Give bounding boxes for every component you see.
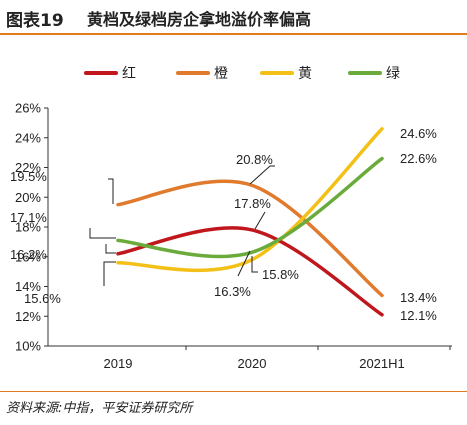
- line-chart: 红 橙 黄 绿 10% 12% 14% 16% 18% 20% 22% 24% 26% 2019 2020…: [10, 65, 452, 371]
- leader-line: [103, 261, 116, 286]
- legend-label-1: 橙: [214, 66, 228, 82]
- data-label: 15.8%: [262, 267, 299, 282]
- y-tick-label: 26%: [15, 101, 41, 116]
- series-line-3: [116, 156, 384, 259]
- axes: 10% 12% 14% 16% 18% 20% 22% 24% 26% 2019 2020 2021H…: [15, 101, 452, 371]
- data-labels: 19.5% 16.2% 17.1% 15.6% 20.8% 17.8% 16.3% 15.8%…: [10, 126, 437, 323]
- legend-label-0: 红: [122, 66, 136, 82]
- y-tick-label: 22%: [15, 160, 41, 175]
- x-tick-label: 2020: [238, 356, 267, 371]
- series-lines: [116, 127, 384, 317]
- figure-number: 图表19: [6, 11, 64, 31]
- data-label: 24.6%: [400, 126, 437, 141]
- leader-line: [89, 228, 116, 239]
- figure-header: 图表19 黄档及绿档房企拿地溢价率偏高: [0, 0, 467, 34]
- legend-label-3: 绿: [386, 66, 400, 82]
- data-label: 17.8%: [234, 196, 271, 211]
- data-label: 15.6%: [24, 291, 61, 306]
- y-tick-label: 20%: [15, 190, 41, 205]
- data-label: 19.5%: [10, 169, 47, 184]
- y-tick-label: 10%: [15, 339, 41, 354]
- bottom-divider: [0, 391, 467, 392]
- top-divider: [0, 33, 467, 35]
- leader-line: [108, 178, 114, 204]
- data-label: 13.4%: [400, 290, 437, 305]
- legend-label-2: 黄: [298, 65, 312, 82]
- series-line-0: [116, 226, 384, 317]
- leader-line: [237, 250, 251, 277]
- source-note: 资料来源:中指，平安证券研究所: [6, 401, 193, 416]
- leader-line: [105, 244, 116, 254]
- leader-line: [251, 256, 258, 273]
- y-tick-label: 16%: [15, 249, 41, 264]
- data-label: 20.8%: [236, 152, 273, 167]
- series-line-1: [116, 179, 384, 298]
- data-label: 22.6%: [400, 151, 437, 166]
- leader-line: [249, 165, 275, 185]
- data-label: 16.2%: [10, 247, 47, 262]
- x-tick-label: 2021H1: [359, 356, 405, 371]
- legend: 红橙黄绿: [84, 65, 400, 82]
- y-tick-label: 14%: [15, 279, 41, 294]
- data-label: 17.1%: [10, 210, 47, 225]
- leader-line: [254, 211, 266, 230]
- data-label: 12.1%: [400, 308, 437, 323]
- y-tick-label: 24%: [15, 130, 41, 145]
- data-label: 16.3%: [214, 284, 251, 299]
- y-tick-label: 18%: [15, 220, 41, 235]
- figure-title: 黄档及绿档房企拿地溢价率偏高: [87, 10, 312, 29]
- x-tick-label: 2019: [104, 356, 133, 371]
- y-tick-label: 12%: [15, 309, 41, 324]
